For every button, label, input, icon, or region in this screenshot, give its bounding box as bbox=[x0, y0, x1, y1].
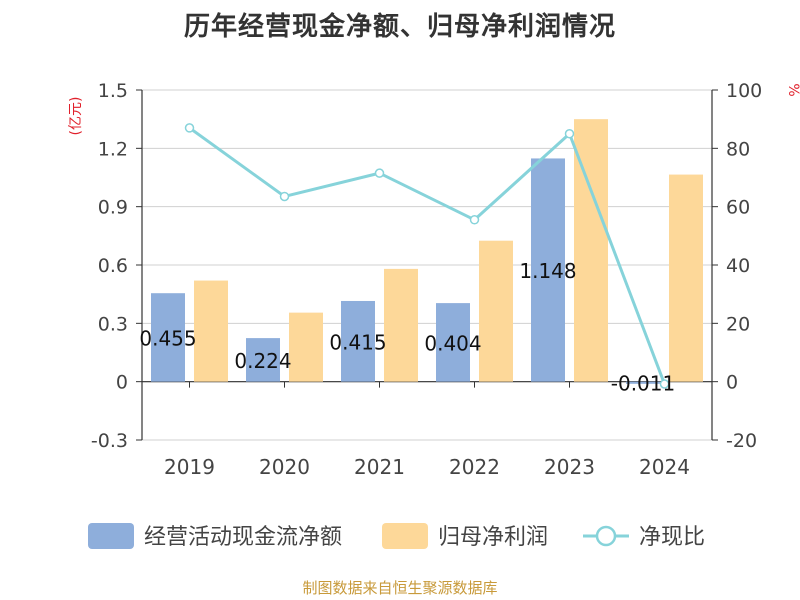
y-right-tick-label: 40 bbox=[726, 255, 750, 277]
legend-marker bbox=[595, 525, 617, 547]
bar-profit bbox=[479, 240, 513, 382]
y-right-tick-label: 80 bbox=[726, 138, 750, 160]
legend-label: 经营活动现金流净额 bbox=[144, 525, 342, 550]
y-left-tick-label: 1.5 bbox=[98, 80, 128, 102]
x-tick-label: 2024 bbox=[639, 455, 690, 479]
bar-cashflow bbox=[531, 158, 565, 382]
y-left-tick-label: 0.6 bbox=[98, 255, 128, 277]
bar-cashflow bbox=[151, 293, 185, 382]
y-left-tick-label: -0.3 bbox=[91, 430, 128, 452]
y-right-tick-label: 100 bbox=[726, 80, 762, 102]
bar-cashflow bbox=[626, 381, 660, 384]
legend-label: 净现比 bbox=[639, 525, 705, 550]
bar-data-label: 0.415 bbox=[329, 330, 386, 354]
ratio-point bbox=[469, 215, 480, 225]
x-tick-label: 2019 bbox=[164, 455, 215, 479]
source-note: 制图数据来自恒生聚源数据库 bbox=[302, 579, 498, 597]
y-right-unit-label: % bbox=[785, 83, 800, 96]
y-right-tick-label: -20 bbox=[726, 430, 757, 452]
y-right-tick-label: 60 bbox=[726, 197, 750, 219]
bar-cashflow bbox=[341, 300, 375, 382]
chart-title: 历年经营现金净额、归母净利润情况 bbox=[183, 12, 616, 42]
y-right-tick-label: 20 bbox=[726, 313, 750, 335]
bar-profit bbox=[194, 280, 228, 382]
bar-profit bbox=[669, 174, 703, 382]
legend-swatch bbox=[382, 523, 428, 549]
y-left-tick-label: 0.9 bbox=[98, 197, 128, 219]
x-tick-label: 2022 bbox=[449, 455, 500, 479]
bar-data-label: 1.148 bbox=[519, 259, 576, 283]
y-right-tick-label: 0 bbox=[726, 372, 738, 394]
x-tick-label: 2021 bbox=[354, 455, 405, 479]
bar-data-label: 0.455 bbox=[139, 326, 196, 350]
bar-cashflow bbox=[436, 303, 470, 382]
x-tick-label: 2020 bbox=[259, 455, 310, 479]
y-left-tick-label: 0.3 bbox=[98, 313, 128, 335]
ratio-point bbox=[279, 191, 290, 202]
ratio-line bbox=[188, 126, 666, 385]
legend-swatch bbox=[88, 523, 134, 549]
ratio-point bbox=[564, 129, 575, 139]
bar-profit bbox=[384, 268, 418, 382]
bar-data-label: 0.404 bbox=[424, 331, 481, 355]
ratio-point bbox=[374, 168, 385, 178]
bar-data-label: 0.224 bbox=[234, 349, 291, 373]
legend-label: 归母净利润 bbox=[438, 525, 548, 550]
ratio-point bbox=[659, 379, 670, 389]
bar-data-label: -0.011 bbox=[611, 372, 675, 396]
y-left-unit-label: (亿元) bbox=[68, 97, 84, 136]
y-left-tick-label: 1.2 bbox=[98, 138, 128, 160]
x-tick-label: 2023 bbox=[544, 455, 595, 479]
y-left-tick-label: 0 bbox=[116, 372, 128, 394]
ratio-point bbox=[184, 123, 195, 133]
bar-profit bbox=[289, 312, 323, 382]
bar-cashflow bbox=[246, 338, 280, 382]
